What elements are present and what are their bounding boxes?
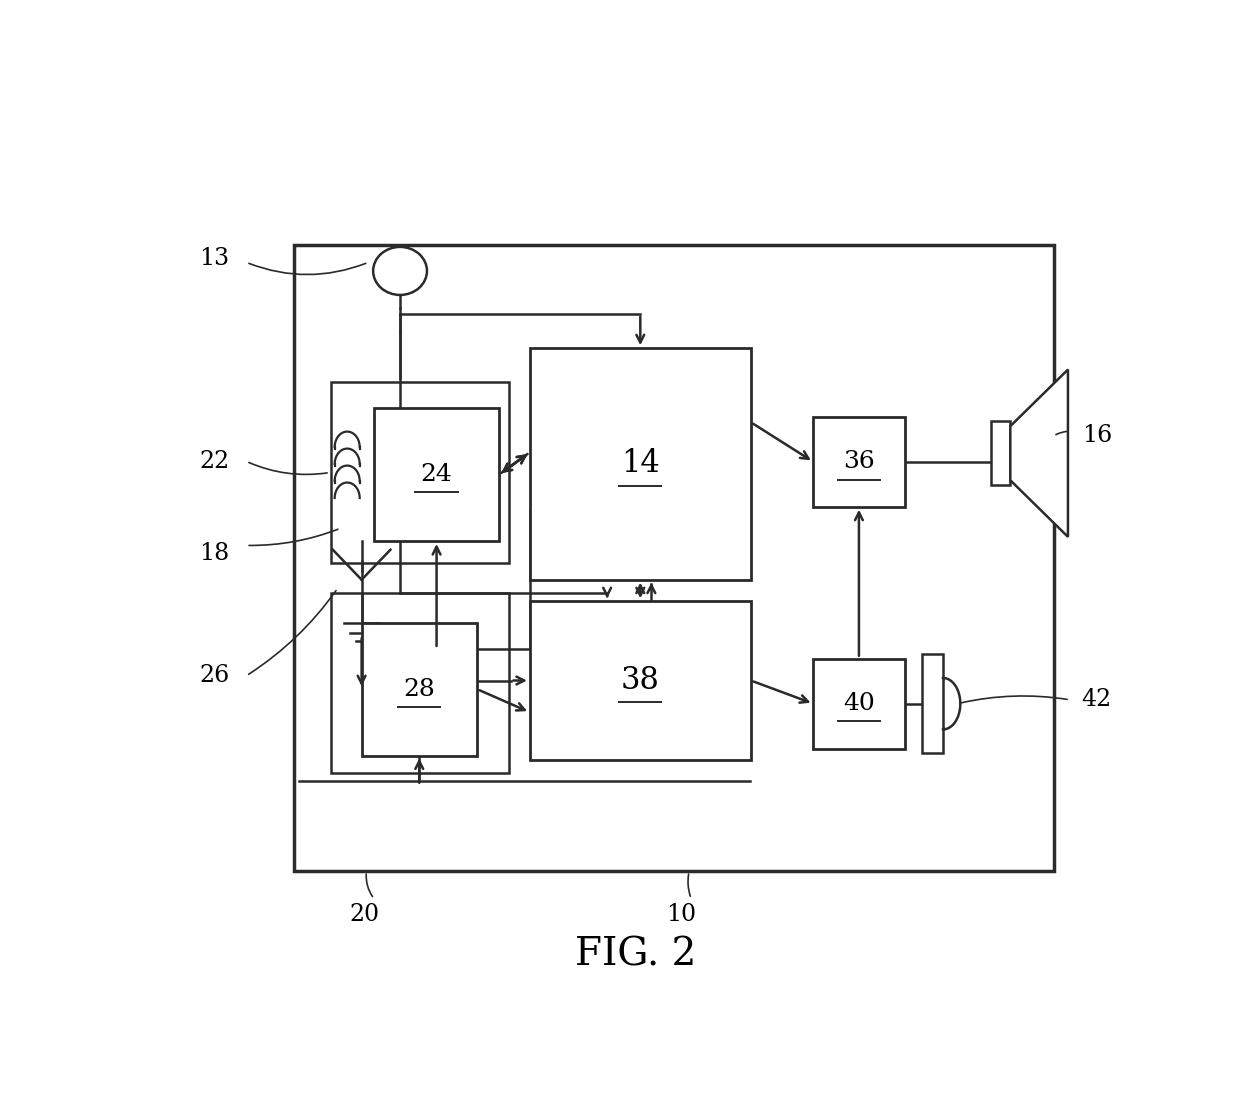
Polygon shape <box>1011 370 1068 537</box>
Text: 24: 24 <box>420 463 453 486</box>
Bar <box>813 658 905 749</box>
Text: FIG. 2: FIG. 2 <box>575 937 696 974</box>
Bar <box>529 348 750 579</box>
Bar <box>991 421 1011 486</box>
Text: 14: 14 <box>621 449 660 479</box>
Text: 20: 20 <box>350 902 379 926</box>
Text: 26: 26 <box>200 664 229 687</box>
Text: 40: 40 <box>843 692 874 715</box>
Text: 28: 28 <box>403 677 435 701</box>
Bar <box>529 602 750 760</box>
Text: 13: 13 <box>200 246 229 270</box>
Bar <box>331 593 508 773</box>
Text: 42: 42 <box>1081 688 1112 712</box>
Text: 36: 36 <box>843 450 874 473</box>
Text: 18: 18 <box>200 543 229 566</box>
Bar <box>362 623 477 755</box>
Bar <box>294 245 1054 871</box>
Circle shape <box>373 247 427 295</box>
Bar <box>813 417 905 507</box>
Bar <box>921 654 944 753</box>
Bar <box>374 408 498 541</box>
Text: 10: 10 <box>667 902 697 926</box>
Bar <box>331 382 508 563</box>
Text: 16: 16 <box>1081 424 1112 447</box>
Text: 38: 38 <box>621 665 660 696</box>
Text: 22: 22 <box>200 450 229 472</box>
